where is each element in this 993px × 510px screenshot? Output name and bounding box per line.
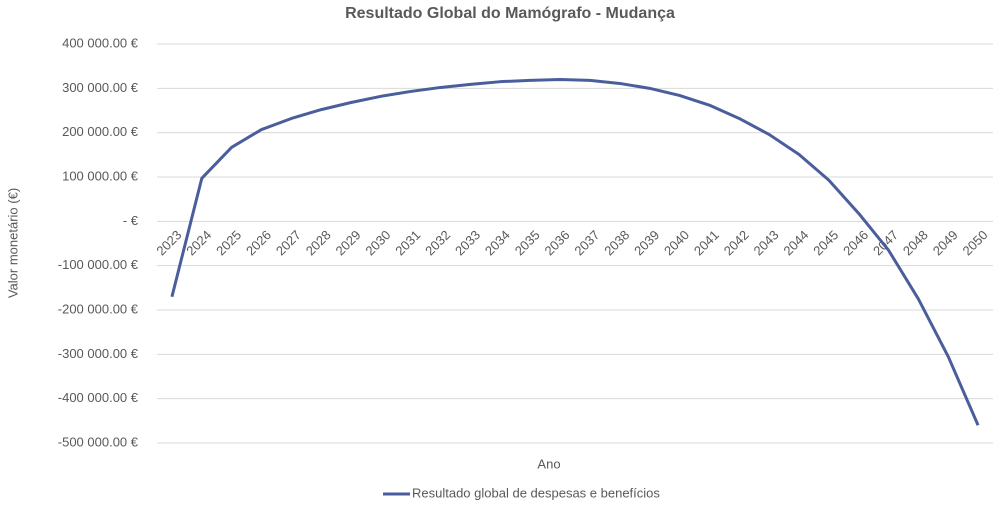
y-tick-label: - € [123, 213, 139, 228]
x-tick-label: 2032 [422, 227, 453, 258]
x-tick-label: 2040 [661, 227, 692, 258]
x-tick-label: 2039 [631, 227, 662, 258]
data-line [170, 77, 980, 426]
y-tick-label: 200 000.00 € [62, 124, 139, 139]
y-tick-label: -100 000.00 € [58, 257, 139, 272]
x-tick-label: 2045 [810, 227, 841, 258]
x-tick-label: 2028 [303, 227, 334, 258]
y-axis-title: Valor monetário (€) [5, 188, 20, 298]
x-tick-label: 2034 [482, 227, 513, 258]
legend-label: Resultado global de despesas e benefício… [412, 485, 660, 500]
x-tick-label: 2037 [571, 227, 602, 258]
x-tick-label: 2035 [512, 227, 543, 258]
x-tick-label: 2046 [840, 227, 871, 258]
x-tick-label: 2023 [153, 227, 184, 258]
x-tick-label: 2044 [780, 227, 811, 258]
x-tick-label: 2030 [362, 227, 393, 258]
x-tick-label: 2048 [900, 227, 931, 258]
x-tick-label: 2025 [213, 227, 244, 258]
y-tick-label: 100 000.00 € [62, 168, 139, 183]
y-tick-label: -400 000.00 € [58, 390, 139, 405]
x-tick-label: 2027 [273, 227, 304, 258]
x-tick-label: 2050 [960, 227, 991, 258]
y-tick-label: -300 000.00 € [58, 346, 139, 361]
x-tick-label: 2042 [721, 227, 752, 258]
x-tick-label: 2029 [333, 227, 364, 258]
x-tick-label: 2041 [691, 227, 722, 258]
y-tick-label: 400 000.00 € [62, 35, 139, 50]
x-tick-label: 2033 [452, 227, 483, 258]
chart-title: Resultado Global do Mamógrafo - Mudança [345, 5, 675, 22]
x-tick-label: 2038 [601, 227, 632, 258]
x-axis-title: Ano [537, 456, 560, 471]
y-tick-label: -200 000.00 € [58, 301, 139, 316]
x-tick-label: 2049 [930, 227, 961, 258]
x-tick-label: 2043 [751, 227, 782, 258]
x-tick-label: 2036 [542, 227, 573, 258]
x-tick-label: 2026 [243, 227, 274, 258]
y-tick-label: 300 000.00 € [62, 80, 139, 95]
y-tick-label: -500 000.00 € [58, 434, 139, 449]
x-tick-label: 2031 [392, 227, 423, 258]
